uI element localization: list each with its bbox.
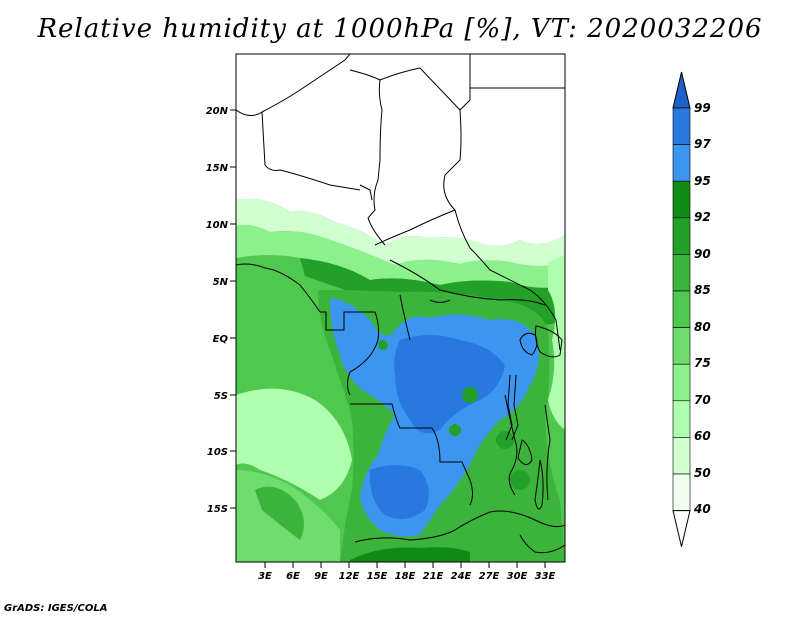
lon-label: 24E: [451, 571, 472, 582]
colorbar-label: 92: [694, 210, 711, 224]
lon-label: 3E: [258, 571, 272, 582]
colorbar-swatch: [672, 473, 691, 511]
lat-label: 10S: [207, 447, 228, 458]
lat-label: 5S: [214, 391, 228, 402]
lat-label: 20N: [206, 106, 229, 117]
colorbar-label: 70: [694, 393, 711, 407]
lat-label: 5N: [213, 277, 229, 288]
lat-label: 15N: [206, 163, 229, 174]
colorbar-label: 40: [693, 502, 711, 516]
lon-label: 9E: [314, 571, 328, 582]
colorbar-top-triangle: [672, 71, 691, 109]
lon-label: 6E: [286, 571, 300, 582]
lon-label: 30E: [507, 571, 528, 582]
colorbar-swatch: [672, 290, 691, 328]
colorbar-label: 60: [694, 429, 711, 443]
map-frame: [235, 53, 566, 563]
axis-ticks: [230, 109, 546, 568]
grads-credit: GrADS: IGES/COLA: [4, 603, 108, 614]
lat-label: 15S: [207, 504, 228, 515]
colorbar-label: 95: [694, 174, 711, 188]
colorbar-label: 90: [694, 247, 711, 261]
colorbar-swatch: [672, 254, 691, 292]
lon-label: 15E: [367, 571, 388, 582]
colorbar-swatch: [672, 180, 691, 219]
colorbar-label: 97: [694, 137, 711, 151]
colorbar-label: 99: [694, 101, 711, 115]
lat-label: EQ: [213, 334, 229, 345]
colorbar-swatch: [672, 363, 691, 402]
country-borders: [236, 54, 565, 554]
colorbar-label: 50: [694, 466, 711, 480]
colorbar-swatch: [672, 327, 691, 365]
colorbar-swatch: [672, 107, 691, 145]
lon-label: 18E: [395, 571, 416, 582]
lat-label: 10N: [206, 220, 229, 231]
lat-labels: 20N 15N 10N 5N EQ 5S 10S 15S: [206, 106, 229, 515]
lakes: [505, 332, 544, 510]
lon-label: 33E: [535, 571, 556, 582]
lon-label: 27E: [479, 571, 500, 582]
colorbar: [672, 71, 691, 547]
colorbar-labels: 99 97 95 92 90 85 80 75 70 60 50 40: [693, 101, 711, 516]
colorbar-swatch: [672, 217, 691, 255]
humidity-field: [236, 54, 565, 562]
colorbar-label: 80: [694, 320, 711, 334]
colorbar-swatch: [672, 400, 691, 438]
colorbar-swatch: [672, 437, 691, 475]
colorbar-label: 75: [694, 356, 711, 370]
colorbar-bottom-triangle: [672, 510, 691, 547]
lon-label: 21E: [423, 571, 444, 582]
lon-labels: 3E 6E 9E 12E 15E 18E 21E 24E 27E 30E 33E: [258, 571, 555, 582]
colorbar-label: 85: [694, 283, 711, 297]
colorbar-swatch: [672, 144, 691, 182]
lon-label: 12E: [339, 571, 360, 582]
map-title: Relative humidity at 1000hPa [%], VT: 20…: [37, 14, 763, 44]
